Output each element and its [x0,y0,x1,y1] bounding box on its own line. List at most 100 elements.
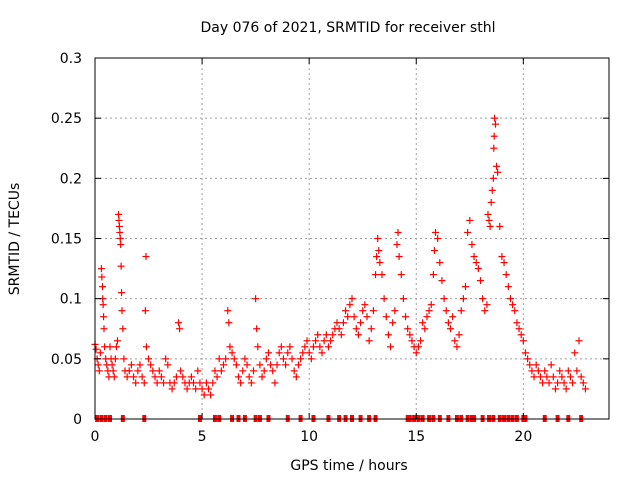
data-point [556,367,564,375]
data-point [543,373,551,381]
data-point [286,343,294,351]
data-point [373,253,381,261]
data-point [394,228,402,236]
data-point [145,355,153,363]
data-point [305,349,313,357]
data-point [498,253,506,261]
data-point [226,343,234,351]
data-point [408,337,416,345]
data-point [275,349,283,357]
data-point [247,379,255,387]
data-point [142,343,150,351]
data-point [477,277,484,285]
data-point [112,343,120,351]
data-point [205,385,213,393]
data-point [117,262,125,270]
y-tick-label: 0 [73,412,82,428]
data-point [506,295,514,303]
data-point [232,361,240,369]
data-point [299,349,307,357]
data-point [110,373,118,381]
data-point [194,367,202,375]
data-point [118,289,126,297]
data-point [376,259,384,267]
data-point [241,355,249,363]
data-point [545,379,553,387]
chart-title: Day 076 of 2021, SRMTID for receiver sth… [201,20,496,36]
data-point [412,349,420,357]
data-point [541,367,549,375]
data-point [361,301,369,309]
data-point [230,355,238,363]
data-point [429,271,437,279]
data-point [354,331,362,339]
data-point [474,265,482,273]
data-point [558,373,566,381]
data-point [115,210,123,218]
data-point [479,295,487,303]
data-point [365,337,373,345]
data-point [108,361,116,369]
y-tick-label: 0.1 [60,292,82,308]
data-point [496,222,504,230]
data-point [472,259,480,267]
data-point [359,307,367,315]
data-point [346,301,354,309]
data-point [339,319,347,327]
data-point [224,307,232,315]
data-point [134,367,142,375]
data-point [207,391,215,399]
data-point [384,331,392,339]
data-point [414,343,422,351]
data-point [335,325,343,333]
data-point [404,325,412,333]
data-point [372,271,380,279]
data-point [117,241,125,249]
data-point [176,325,184,333]
data-point [252,295,260,303]
data-point [517,331,525,339]
data-point [162,355,170,363]
data-point [100,313,108,321]
data-point [147,361,155,369]
data-point [539,379,547,387]
data-point [554,379,562,387]
data-point [380,295,388,303]
data-point [421,325,429,333]
data-point [279,355,287,363]
data-point [481,307,489,315]
data-point [406,331,414,339]
data-point [100,325,108,333]
data-point [136,361,144,369]
data-point [447,325,455,333]
data-point [215,355,223,363]
data-point [337,331,345,339]
data-point [436,259,444,267]
data-point [357,319,365,327]
data-point [155,367,163,375]
data-point [367,325,375,333]
x-tick-label: 10 [300,429,318,445]
data-point [267,361,275,369]
data-point [486,222,494,230]
data-point [432,228,440,236]
data-point [551,385,559,393]
data-point [564,367,572,375]
data-point [256,361,264,369]
data-point [534,367,542,375]
data-point [442,307,450,315]
data-point [314,331,322,339]
data-point [172,373,180,381]
data-point [348,295,356,303]
data-point [106,343,114,351]
data-point [391,307,399,315]
data-point [225,319,233,327]
data-point [222,355,230,363]
x-tick-label: 15 [407,429,425,445]
data-point [484,210,492,218]
data-point [170,379,178,387]
data-point [277,343,285,351]
data-point [449,313,457,321]
data-point [579,379,587,387]
data-point [511,307,519,315]
